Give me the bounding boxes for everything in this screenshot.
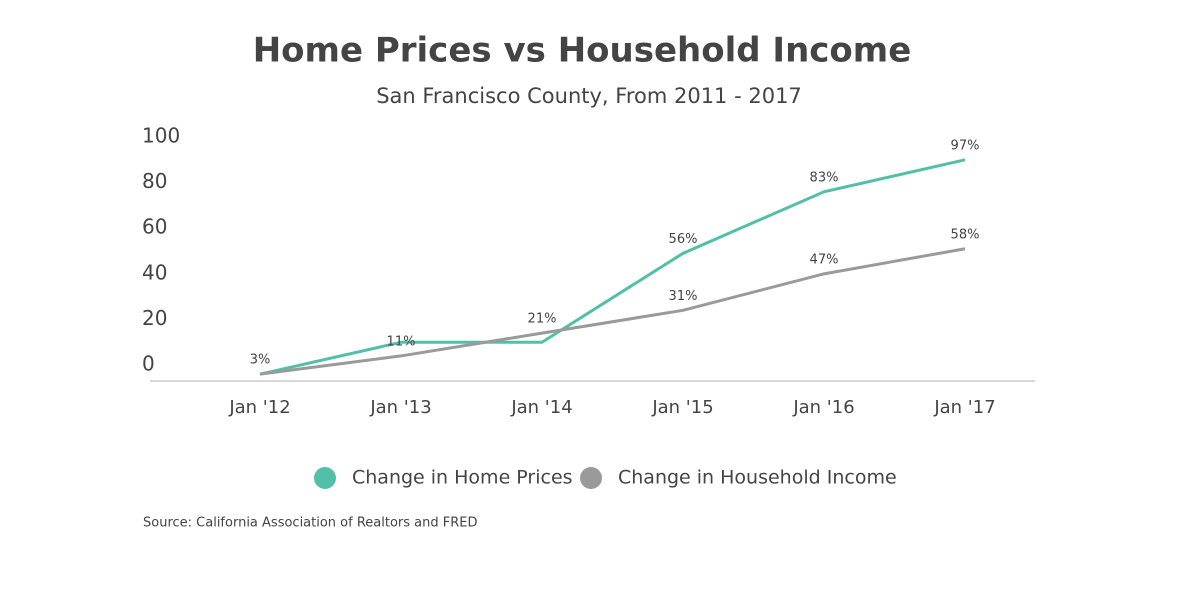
y-tick-label: 40 xyxy=(142,260,167,284)
series-line xyxy=(259,158,966,376)
data-label: 47% xyxy=(810,252,839,267)
data-label: 21% xyxy=(528,312,557,327)
source-note: Source: California Association of Realto… xyxy=(143,516,478,531)
data-label: 56% xyxy=(669,232,698,247)
data-label: 11% xyxy=(387,334,416,349)
x-tick-label: Jan '17 xyxy=(933,397,995,418)
chart-subtitle: San Francisco County, From 2011 - 2017 xyxy=(376,84,802,108)
legend-swatch xyxy=(314,467,336,489)
y-tick-label: 60 xyxy=(142,215,167,239)
legend-swatch xyxy=(580,467,602,489)
x-tick-label: Jan '15 xyxy=(651,397,713,418)
x-tick-label: Jan '13 xyxy=(369,397,431,418)
x-tick-label: Jan '16 xyxy=(792,397,854,418)
data-label: 3% xyxy=(250,353,271,368)
y-tick-label: 20 xyxy=(142,306,167,330)
x-tick-label: Jan '12 xyxy=(228,397,290,418)
y-tick-label: 100 xyxy=(142,124,180,148)
chart-title: Home Prices vs Household Income xyxy=(253,31,912,71)
data-label: 31% xyxy=(669,289,698,304)
data-label: 58% xyxy=(951,227,980,242)
data-label: 83% xyxy=(810,170,839,185)
legend-label: Change in Household Income xyxy=(618,467,897,489)
y-tick-label: 0 xyxy=(142,352,155,376)
data-label: 97% xyxy=(951,138,980,153)
legend-label: Change in Home Prices xyxy=(352,467,573,489)
y-tick-label: 80 xyxy=(142,169,167,193)
series-line xyxy=(259,247,966,376)
x-tick-label: Jan '14 xyxy=(510,397,572,418)
